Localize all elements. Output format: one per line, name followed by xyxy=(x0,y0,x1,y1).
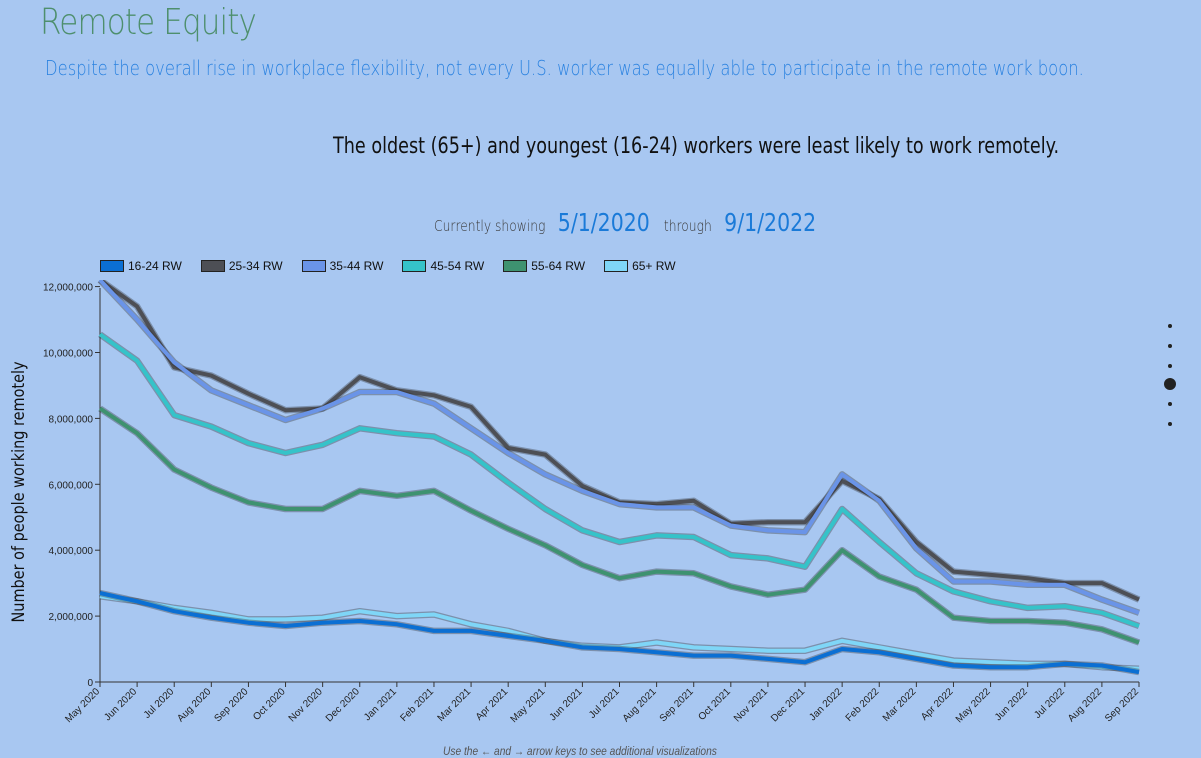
legend-swatch xyxy=(301,260,326,272)
series-line xyxy=(98,406,1140,645)
x-tick-label: Apr 2022 xyxy=(919,686,956,723)
legend-item: 55-64 RW xyxy=(503,259,585,273)
legend-label: 55-64 RW xyxy=(531,259,586,273)
x-tick-label: Sep 2021 xyxy=(658,686,696,724)
x-tick-label: Mar 2021 xyxy=(436,686,474,724)
range-start-date: 5/1/2020 xyxy=(557,208,650,237)
range-middle: through xyxy=(663,217,712,235)
line-chart: 0 2,000,000 4,000,000 6,000,000 8,000,000 10,… xyxy=(8,280,1141,725)
x-tick-label: Sep 2022 xyxy=(1103,686,1141,724)
range-end-date: 9/1/2022 xyxy=(724,208,817,237)
legend-swatch xyxy=(200,260,225,272)
range-prefix: Currently showing xyxy=(434,217,546,235)
x-tick-label: Aug 2021 xyxy=(621,686,659,724)
legend-label: 45-54 RW xyxy=(430,259,485,273)
x-tick-label: Jan 2022 xyxy=(807,686,844,723)
nav-dot[interactable] xyxy=(1168,324,1172,328)
page-title: Remote Equity xyxy=(40,2,257,43)
x-tick-label: Jul 2020 xyxy=(142,686,177,721)
legend-label: 65+ RW xyxy=(632,259,676,273)
legend-item: 45-54 RW xyxy=(402,259,484,273)
legend-swatch xyxy=(100,260,124,272)
series-line xyxy=(99,591,1140,675)
y-tick-label: 10,000,000 xyxy=(43,348,93,359)
y-tick-label: 4,000,000 xyxy=(49,546,94,557)
x-tick-label: Jun 2021 xyxy=(548,686,585,723)
x-tick-label: Mar 2022 xyxy=(881,686,919,724)
x-tick-label: Jun 2020 xyxy=(102,686,139,723)
series-line xyxy=(98,280,1140,602)
legend-label: 25-34 RW xyxy=(228,259,283,273)
legend-swatch xyxy=(503,260,528,272)
legend-item: 16-24 RW xyxy=(100,259,182,273)
x-tick-label: Nov 2021 xyxy=(732,686,770,724)
nav-dot[interactable] xyxy=(1168,364,1172,368)
nav-dot[interactable] xyxy=(1168,344,1172,348)
legend-item: 25-34 RW xyxy=(200,259,283,273)
series-outline xyxy=(98,280,1141,603)
legend-swatch xyxy=(402,260,427,272)
slide-navigation xyxy=(1160,320,1180,426)
chart-legend: 16-24 RW 25-34 RW 35-44 RW 45-54 RW 55-64 RW… xyxy=(100,259,695,273)
x-tick-label: Oct 2020 xyxy=(251,686,288,723)
series-line xyxy=(98,332,1140,628)
series-line xyxy=(98,280,1140,615)
x-tick-label: Dec 2020 xyxy=(324,686,362,724)
x-tick-label: Jun 2022 xyxy=(993,686,1030,723)
y-tick-label: 0 xyxy=(87,678,93,689)
x-tick-label: Feb 2022 xyxy=(844,686,882,724)
x-tick-label: Jul 2021 xyxy=(587,686,622,721)
x-tick-label: Feb 2021 xyxy=(398,686,436,724)
y-tick-label: 8,000,000 xyxy=(49,414,94,425)
legend-label: 16-24 RW xyxy=(128,259,182,273)
series-line xyxy=(99,594,1140,671)
x-tick-label: May 2020 xyxy=(63,686,102,725)
x-tick-label: May 2022 xyxy=(954,686,993,725)
x-tick-label: Sep 2020 xyxy=(212,686,250,724)
legend-item: 35-44 RW xyxy=(301,259,384,273)
y-tick-label: 6,000,000 xyxy=(49,480,94,491)
date-range: Currently showing 5/1/2020 through 9/1/2… xyxy=(434,208,826,237)
y-axis-label: Number of people working remotely xyxy=(8,361,28,622)
legend-swatch xyxy=(604,260,629,272)
x-tick-label: Nov 2020 xyxy=(287,686,325,724)
x-tick-label: Aug 2020 xyxy=(175,686,213,724)
nav-dot[interactable] xyxy=(1168,402,1172,406)
x-tick-label: Dec 2021 xyxy=(769,686,807,724)
page-subtitle: Despite the overall rise in workplace fl… xyxy=(45,56,1084,80)
y-tick-label: 12,000,000 xyxy=(43,283,93,294)
x-tick-label: May 2021 xyxy=(509,686,548,725)
nav-dot-active[interactable] xyxy=(1164,378,1176,390)
footer-hint: Use the ← and → arrow keys to see additi… xyxy=(443,744,717,758)
x-tick-label: Jul 2022 xyxy=(1032,686,1067,721)
x-tick-label: Apr 2021 xyxy=(474,686,511,723)
x-tick-label: Oct 2021 xyxy=(696,686,733,723)
y-tick-label: 2,000,000 xyxy=(49,612,94,623)
x-tick-label: Aug 2022 xyxy=(1066,686,1104,724)
nav-dot[interactable] xyxy=(1168,422,1172,426)
series-outline xyxy=(99,593,1140,673)
x-tick-label: Jan 2021 xyxy=(362,686,399,723)
legend-item: 65+ RW xyxy=(604,259,676,273)
chart-heading: The oldest (65+) and youngest (16-24) wo… xyxy=(333,134,1060,159)
legend-label: 35-44 RW xyxy=(329,259,384,273)
